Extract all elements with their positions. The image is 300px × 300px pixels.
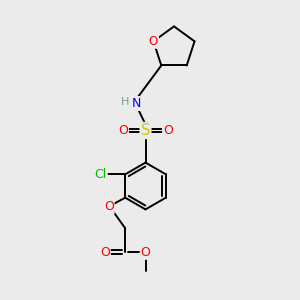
Text: N: N xyxy=(132,97,141,110)
Text: Cl: Cl xyxy=(94,168,107,181)
Text: H: H xyxy=(121,97,129,107)
Text: O: O xyxy=(141,246,151,259)
Text: O: O xyxy=(163,124,173,137)
Text: O: O xyxy=(100,246,110,259)
Text: O: O xyxy=(104,200,114,213)
Text: S: S xyxy=(141,123,150,138)
Text: O: O xyxy=(118,124,128,137)
Text: O: O xyxy=(149,35,158,48)
